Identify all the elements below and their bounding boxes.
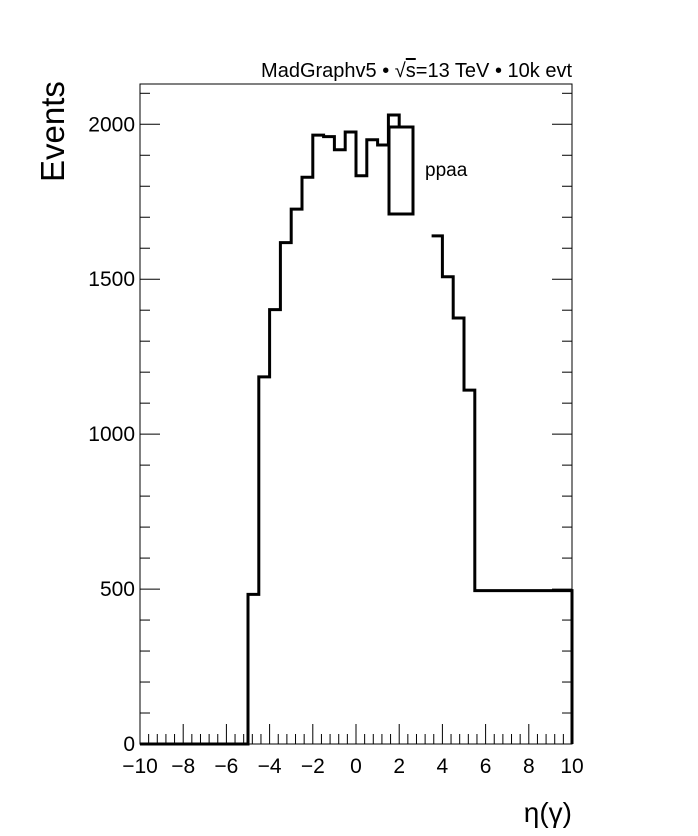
legend-label: ppaa — [425, 160, 468, 181]
histogram-series-line — [140, 113, 410, 746]
x-axis-title: η(γ) — [524, 797, 572, 828]
energy-s: s — [406, 60, 416, 82]
histogram-series-line — [431, 234, 574, 744]
energy-value: =13 TeV — [416, 60, 490, 82]
y-axis-tick-labels: 0 500 1000 1500 2000 — [88, 113, 135, 756]
y-tick-label: 2000 — [88, 113, 135, 136]
y-tick-label: 1000 — [88, 423, 135, 446]
bullet-separator-2: • — [495, 60, 502, 82]
plot-frame — [139, 83, 573, 745]
x-tick-label: −6 — [214, 755, 238, 778]
legend: ppaa — [387, 125, 468, 216]
y-tick-label: 1500 — [88, 268, 135, 291]
x-tick-label: −10 — [122, 755, 158, 778]
y-tick-label: 500 — [100, 578, 135, 601]
x-tick-label: 6 — [480, 755, 492, 778]
y-axis-title: Events — [34, 81, 71, 182]
x-axis-tick-labels: −10 −8 −6 −4 −2 0 2 4 6 8 10 — [122, 755, 583, 778]
x-tick-label: −8 — [171, 755, 195, 778]
x-axis-ticks — [139, 724, 573, 744]
y-tick-label: 0 — [123, 733, 135, 756]
x-tick-label: 10 — [560, 755, 583, 778]
bullet-separator: • — [382, 60, 389, 82]
header-line: MadGraphv5 • √s=13 TeV • 10k evt — [261, 60, 572, 82]
x-tick-label: 4 — [437, 755, 449, 778]
x-tick-label: 0 — [350, 755, 362, 778]
x-tick-label: −2 — [301, 755, 325, 778]
x-tick-label: −4 — [258, 755, 282, 778]
y-axis-ticks — [140, 92, 572, 745]
x-tick-label: 2 — [393, 755, 405, 778]
legend-swatch — [387, 125, 415, 216]
generator-name: MadGraphv5 — [261, 60, 377, 82]
histogram-series — [140, 113, 574, 746]
events-note: 10k evt — [508, 60, 573, 82]
x-tick-label: 8 — [523, 755, 535, 778]
sqrt-symbol: √ — [395, 60, 406, 82]
